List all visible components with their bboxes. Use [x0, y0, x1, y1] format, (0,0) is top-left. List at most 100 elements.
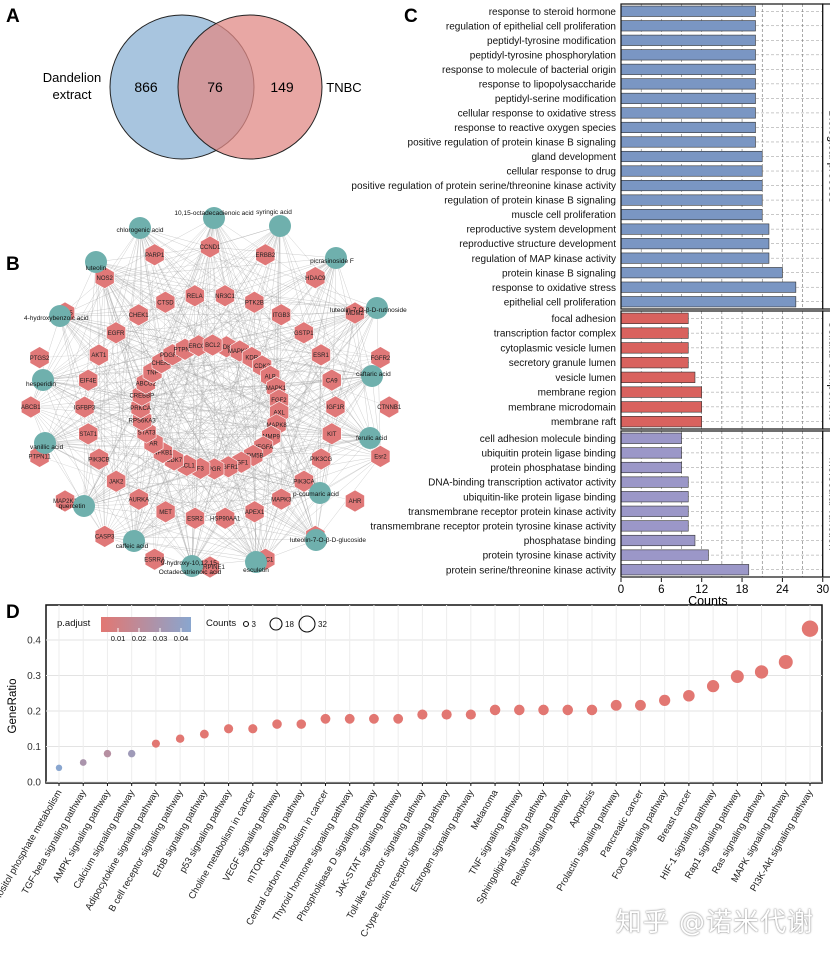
go-axis-tick-label: 12 — [695, 584, 708, 596]
go-bar — [620, 180, 763, 192]
target-hexagon — [129, 487, 149, 511]
target-label: PRKCA — [130, 406, 151, 412]
network-edge — [84, 406, 280, 413]
go-enrichment-bar-chart: response to steroid hormone regulation of… — [351, 3, 830, 608]
target-label: F3 — [197, 467, 205, 473]
go-axis-tick-label: 24 — [776, 584, 789, 596]
go-bar — [620, 342, 689, 354]
target-node: HDAC9 — [305, 266, 326, 289]
go-term-label: reproductive structure development — [459, 239, 616, 250]
target-node: IGF1R — [325, 395, 346, 419]
target-label: TNF — [147, 370, 159, 376]
go-term-label: cellular response to drug — [506, 167, 616, 178]
target-node: ABCB1 — [20, 395, 41, 419]
network-edge — [104, 277, 264, 447]
compound-node — [325, 247, 347, 269]
go-term-label: cellular response to oxidative stress — [458, 109, 616, 120]
go-bar — [620, 549, 709, 561]
kegg-dot — [151, 739, 160, 748]
compound-label: p-coumaric acid — [293, 491, 339, 498]
target-label: IGFBP3 — [74, 405, 96, 411]
venn-right-count: 149 — [270, 79, 294, 95]
network-edge — [153, 357, 381, 444]
target-label: CTNNB1 — [377, 405, 402, 411]
go-term-label: protein tyrosine kinase activity — [483, 551, 616, 562]
network-edges — [30, 217, 390, 568]
network-edge — [44, 442, 266, 560]
network-edge — [279, 225, 282, 500]
compound-label: luteolin — [86, 265, 107, 272]
target-node: CCND1 — [200, 235, 221, 259]
compound-label: picrasinoside F — [310, 258, 354, 265]
target-hexagon — [370, 445, 391, 468]
go-bar — [620, 238, 770, 250]
go-bar — [620, 296, 797, 308]
target-hexagon — [74, 395, 95, 419]
panel-label-c: C — [404, 6, 418, 27]
network-edge — [225, 357, 381, 519]
compound-node — [366, 297, 388, 319]
target-label: ERBB2 — [256, 253, 276, 259]
target-label: HSP90AA1 — [210, 516, 241, 522]
target-node: PTK2B — [244, 290, 265, 314]
network-edge — [84, 406, 257, 563]
target-hexagon — [255, 243, 276, 267]
target-label: FGF2 — [271, 398, 287, 404]
target-hexagon — [321, 368, 342, 392]
target-hexagon — [144, 243, 165, 267]
target-node: AKT1 — [89, 343, 109, 367]
network-edge — [84, 257, 337, 408]
go-bar — [620, 371, 696, 383]
target-hexagon — [215, 284, 235, 308]
compound-node — [32, 369, 54, 391]
compound-label: 10,15-octadecadienoic acid — [174, 210, 254, 217]
network-edge — [320, 307, 378, 356]
target-node: ESR1 — [311, 343, 331, 367]
target-hexagon — [293, 321, 314, 345]
network-edge — [59, 315, 199, 347]
target-hexagon — [78, 422, 99, 446]
target-label: CREBBP — [129, 394, 154, 400]
network-edge — [104, 536, 193, 567]
target-hexagon — [325, 395, 346, 419]
target-label: PARP1 — [145, 253, 165, 259]
go-term-label: reproductive system development — [466, 225, 616, 236]
network-edge — [198, 345, 321, 494]
network-edge — [191, 433, 332, 567]
go-group-2: focal adhesion transcription factor compl… — [494, 310, 830, 430]
go-axis-tick-label: 6 — [658, 584, 664, 596]
go-term-label: peptidyl-tyrosine phosphorylation — [470, 50, 616, 61]
compound-node — [359, 427, 381, 449]
network-edge — [191, 498, 282, 567]
kegg-dot — [55, 764, 63, 771]
target-label: APEX1 — [245, 510, 265, 516]
target-hexagon — [20, 395, 41, 419]
compound-label: esculetin — [243, 567, 269, 574]
target-hexagon — [244, 290, 265, 314]
target-label: ABCG2 — [136, 382, 157, 388]
go-bar — [620, 107, 756, 119]
network-edge — [30, 406, 317, 541]
go-bar — [620, 136, 756, 148]
target-hexagon — [321, 422, 342, 446]
network-edge — [44, 395, 142, 444]
target-label: ABCB1 — [21, 405, 41, 411]
kegg-dot — [706, 680, 720, 693]
network-edge — [162, 349, 186, 453]
target-label: CDK7 — [166, 458, 183, 464]
compound-label: hesperidin — [26, 381, 56, 388]
target-node: EIF4E — [78, 368, 98, 392]
kegg-dot — [441, 709, 452, 720]
network-edge — [281, 257, 337, 500]
compound-label: vanillic acid — [30, 444, 64, 451]
go-term-label: phosphatase binding — [524, 536, 616, 547]
target-label: AURKA — [128, 497, 149, 503]
network-edge — [140, 379, 332, 409]
target-node: HSP90AA1 — [210, 506, 241, 530]
target-label: VEGFA — [253, 445, 273, 451]
network-edge — [30, 406, 135, 542]
target-node: MAPK3 — [271, 487, 292, 511]
network-edge — [265, 492, 321, 560]
network-edge — [198, 345, 257, 563]
target-label: KDR — [245, 356, 258, 362]
